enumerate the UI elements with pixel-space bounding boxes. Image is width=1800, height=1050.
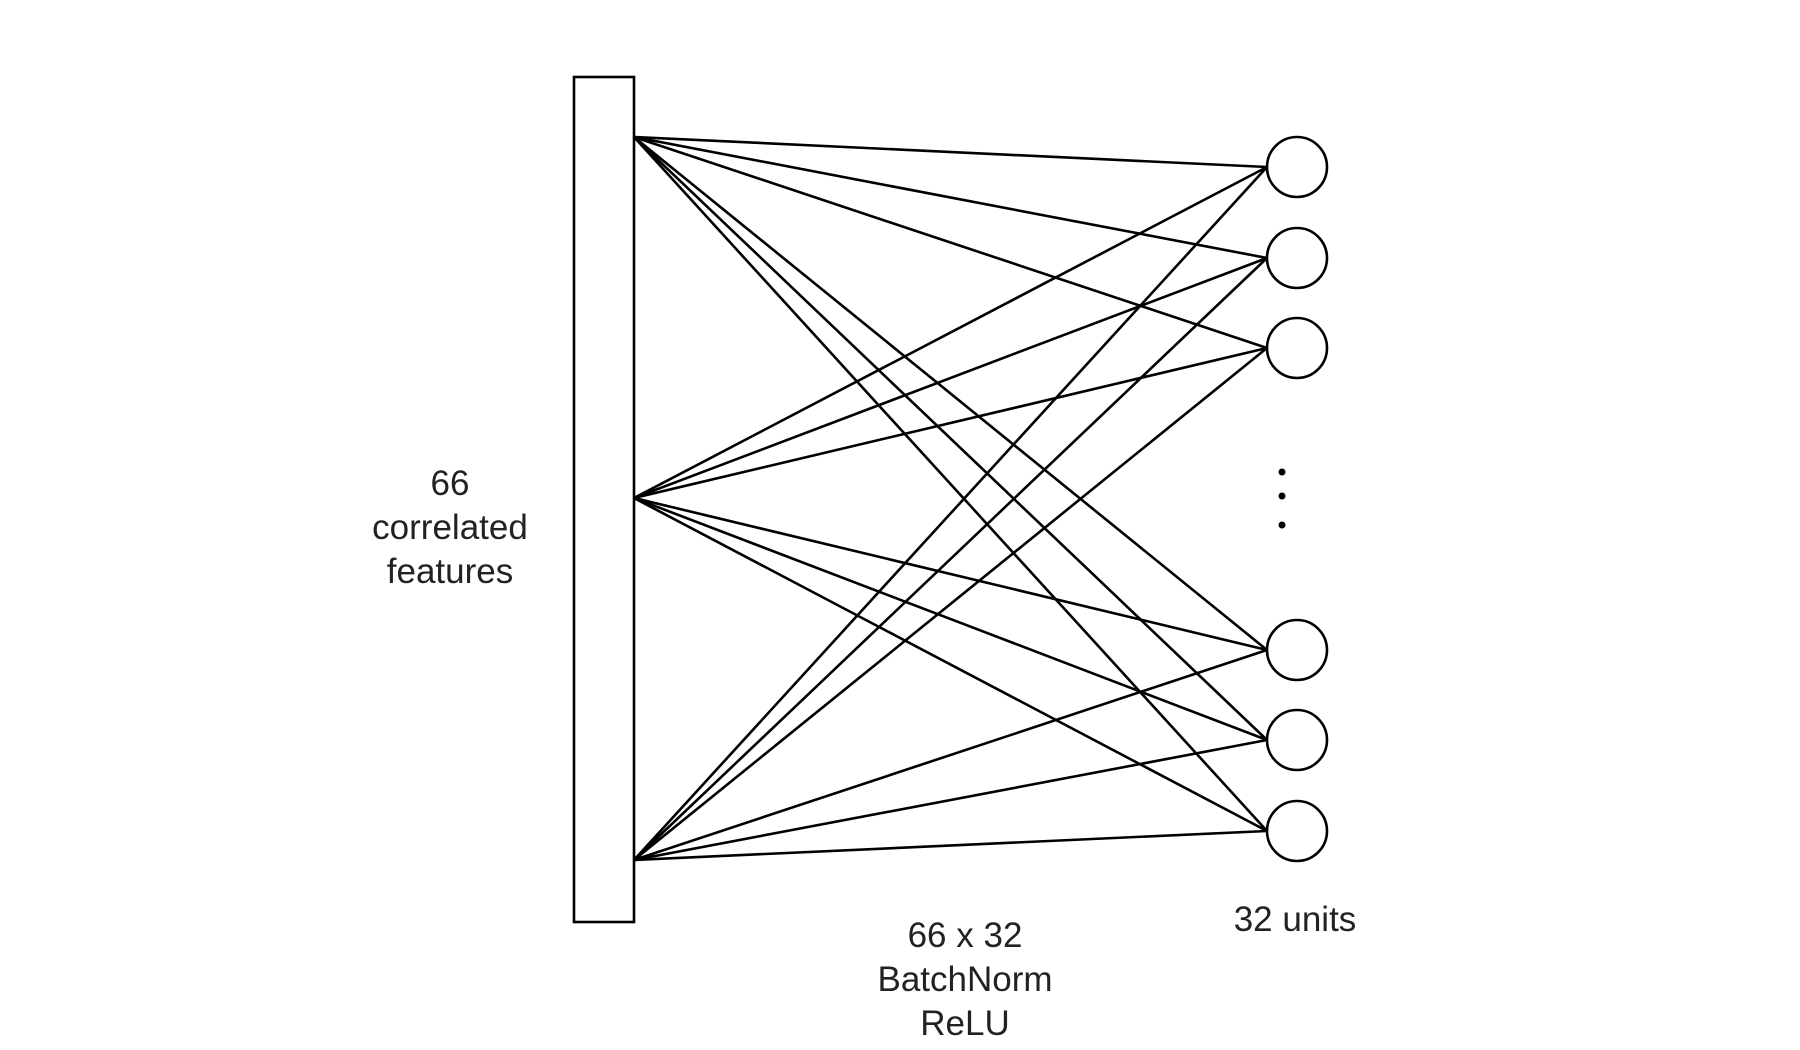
connection-line — [633, 648, 1268, 862]
connection-line — [633, 135, 1268, 260]
connection-line — [633, 496, 1268, 652]
ellipsis-dot — [1278, 521, 1286, 529]
input-features-label: 66 correlated features — [340, 462, 560, 594]
connection-line — [633, 136, 1268, 741]
connection-line — [633, 135, 1268, 169]
connection-line — [633, 829, 1268, 862]
ellipsis-dots — [1278, 468, 1286, 529]
output-neuron — [1265, 316, 1329, 380]
connection-line — [633, 496, 1268, 833]
input-feature-bar — [572, 75, 636, 924]
output-neuron — [1265, 799, 1329, 863]
connections — [633, 135, 1268, 862]
output-neurons — [1265, 135, 1329, 863]
connection-line — [633, 136, 1268, 832]
connection-line — [633, 346, 1268, 862]
connection-line — [633, 135, 1268, 350]
layer-description-label: 66 x 32 BatchNorm ReLU — [850, 914, 1080, 1046]
layer-activation: ReLU — [920, 1004, 1010, 1043]
output-units-label: 32 units — [1233, 900, 1357, 939]
connection-line — [633, 256, 1268, 500]
output-neuron — [1265, 135, 1329, 199]
input-descriptor: correlated — [372, 508, 528, 547]
ellipsis-dot — [1278, 468, 1286, 476]
input-count: 66 — [430, 464, 470, 503]
output-neuron — [1265, 708, 1329, 772]
connection-line — [633, 166, 1268, 861]
connection-line — [633, 165, 1268, 500]
layer-normalization: BatchNorm — [877, 960, 1053, 999]
input-noun: features — [386, 552, 514, 591]
ellipsis-dot — [1278, 492, 1286, 500]
output-neuron — [1265, 226, 1329, 290]
connection-line — [633, 135, 1268, 652]
output-neuron — [1265, 618, 1329, 682]
connection-line — [633, 738, 1268, 862]
layer-shape: 66 x 32 — [907, 916, 1023, 955]
connection-line — [633, 257, 1268, 861]
connection-line — [633, 346, 1268, 500]
connection-line — [633, 496, 1268, 742]
